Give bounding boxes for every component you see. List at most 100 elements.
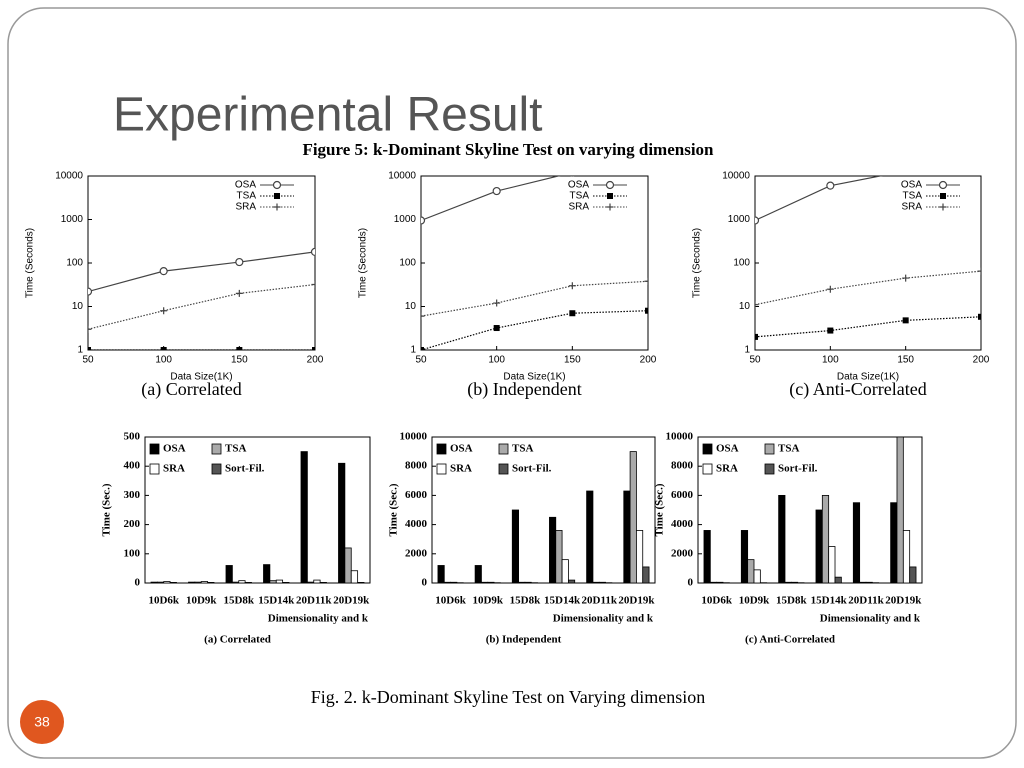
legend-swatch — [149, 443, 160, 455]
plot-frame — [144, 436, 371, 584]
legend-label: TSA — [778, 443, 799, 455]
y-tick-label: 2000 — [405, 547, 428, 559]
chart: 0 2000 4000 6000 8000 10000 Time (Sec.) Dimensi… — [654, 431, 923, 646]
bar — [561, 559, 569, 583]
x-tick-label: 20D19k — [333, 595, 370, 607]
y-tick-label: 10000 — [722, 171, 750, 182]
legend-label: Sort-Fil. — [778, 463, 818, 475]
figure-caption: Figure 5: k-Dominant Skyline Test on var… — [302, 140, 714, 159]
y-tick-label: 10000 — [388, 171, 416, 182]
x-tick-label: 150 — [564, 355, 581, 366]
bar — [357, 582, 365, 583]
bar — [313, 579, 321, 583]
figure-caption: Fig. 2. k-Dominant Skyline Test on Varyi… — [311, 687, 706, 707]
legend-swatch — [702, 463, 713, 475]
y-tick-label: 2000 — [671, 547, 694, 559]
series-line — [755, 176, 884, 222]
bar — [629, 451, 637, 583]
page-badge — [20, 700, 64, 744]
bar — [263, 564, 271, 583]
bar — [275, 579, 284, 583]
marker — [160, 307, 168, 315]
bar — [338, 462, 346, 583]
plot-area — [421, 176, 648, 350]
marker — [570, 176, 575, 177]
bar — [481, 581, 489, 583]
marker — [493, 325, 500, 332]
bar — [194, 581, 202, 583]
y-tick-label: 100 — [733, 258, 750, 269]
legend-label: OSA — [901, 180, 922, 191]
marker — [755, 216, 760, 225]
bar — [300, 451, 308, 583]
legend-label: OSA — [716, 443, 739, 455]
x-tick-label: 200 — [973, 355, 990, 366]
plot-area — [437, 451, 650, 583]
x-axis-label: Data Size(1K) — [837, 372, 899, 383]
chart: 0 2000 4000 6000 8000 10000 Time (Sec.) Dimensi… — [388, 431, 656, 646]
x-axis-label: Dimensionality and k — [553, 613, 654, 625]
x-tick-label: 10D6k — [701, 595, 732, 607]
marker — [492, 186, 501, 196]
x-tick-label: 15D8k — [510, 595, 541, 607]
bar — [716, 581, 724, 583]
marker — [159, 267, 168, 276]
chart-caption: (a) Correlated — [204, 634, 271, 646]
plot-area — [150, 451, 365, 583]
x-tick-label: 200 — [640, 355, 657, 366]
bar — [269, 580, 277, 583]
x-tick-label: 10D6k — [435, 595, 466, 607]
bar — [450, 581, 458, 583]
marker — [827, 327, 834, 334]
bar — [642, 566, 650, 583]
slide-title: Experimental Result — [113, 89, 543, 142]
y-tick-label: 10000 — [400, 431, 428, 443]
y-axis-label: Time (Seconds) — [692, 228, 703, 298]
x-tick-label: 20D11k — [582, 595, 618, 607]
x-tick-label: 100 — [488, 355, 505, 366]
series-line — [755, 270, 981, 306]
x-tick-label: 150 — [897, 355, 914, 366]
legend-label: SRA — [716, 463, 738, 475]
chart: 0 100 200 300 400 500 Time (Sec.) Dimensionalit… — [101, 431, 371, 646]
x-tick-label: 50 — [415, 355, 427, 366]
bar — [784, 581, 792, 583]
legend-label: OSA — [568, 180, 589, 191]
legend-marker — [272, 180, 282, 190]
y-axis-label: Time (Sec.) — [388, 483, 400, 536]
series-line — [755, 316, 981, 338]
bar — [487, 581, 495, 583]
y-tick-label: 10 — [405, 301, 417, 312]
bar — [909, 566, 917, 583]
x-tick-label: 15D8k — [223, 595, 254, 607]
x-axis-label: Dimensionality and k — [820, 613, 921, 625]
legend-label: Sort-Fil. — [512, 463, 552, 475]
legend-label: SRA — [450, 463, 472, 475]
x-tick-label: 50 — [749, 355, 761, 366]
bar — [188, 581, 196, 583]
bar — [350, 570, 359, 583]
x-tick-label: 150 — [231, 355, 248, 366]
legend-swatch — [211, 443, 222, 455]
y-tick-label: 1 — [77, 345, 83, 356]
x-tick-label: 10D6k — [148, 595, 179, 607]
chart-caption: (c) Anti-Correlated — [789, 379, 926, 400]
chart: 1 10 100 1000 10000 Time (Seconds) Data Size(1… — [25, 171, 324, 400]
bar — [555, 530, 563, 583]
bar — [890, 502, 898, 583]
bar — [586, 490, 594, 583]
legend-marker — [605, 180, 615, 190]
marker — [88, 325, 92, 333]
y-tick-label: 500 — [124, 431, 141, 443]
bar — [778, 494, 786, 583]
y-tick-label: 400 — [124, 460, 141, 472]
y-tick-label: 1000 — [728, 214, 751, 225]
bar — [815, 509, 823, 583]
bar — [437, 565, 445, 583]
y-axis-label: Time (Seconds) — [25, 228, 36, 298]
x-axis-label: Dimensionality and k — [268, 613, 369, 625]
marker — [421, 312, 425, 320]
series-line — [421, 280, 648, 317]
y-axis-label: Time (Seconds) — [358, 228, 369, 298]
